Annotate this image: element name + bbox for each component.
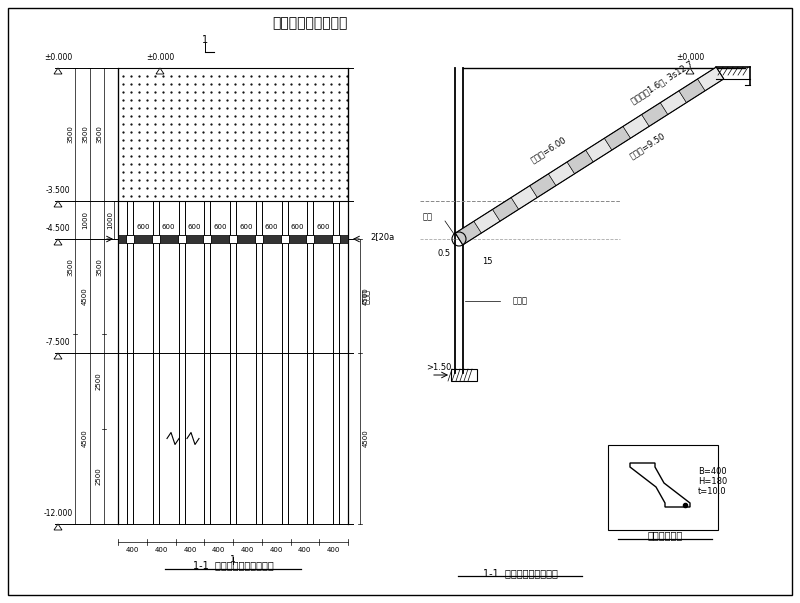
Text: 600: 600 [265,224,278,230]
Text: 3500: 3500 [82,125,88,144]
Text: 锤固段=9.50: 锤固段=9.50 [627,131,666,161]
Polygon shape [623,115,649,138]
Text: 钒板桩支护剪立面图: 钒板桩支护剪立面图 [272,16,348,30]
Bar [118,68,348,201]
Text: 400: 400 [212,547,226,553]
Text: 400: 400 [126,547,139,553]
Polygon shape [511,186,538,209]
Bar [178,235,186,243]
Text: 3500: 3500 [67,259,73,276]
Text: 4500: 4500 [82,429,88,447]
Polygon shape [586,138,612,162]
Text: 0.5: 0.5 [438,248,450,257]
Polygon shape [54,353,62,359]
Text: 600: 600 [188,224,201,230]
Polygon shape [530,174,556,197]
Polygon shape [567,150,594,174]
Bar [118,235,348,243]
Text: 3500: 3500 [67,125,73,144]
Polygon shape [493,198,518,221]
Polygon shape [54,524,62,530]
Bar [281,235,289,243]
Text: 1000: 1000 [82,211,88,229]
Text: -3.500: -3.500 [46,186,70,195]
Text: 4500: 4500 [363,429,369,447]
Text: 4500: 4500 [82,287,88,305]
Text: 腰梁: 腰梁 [423,212,433,221]
Text: 600: 600 [316,224,330,230]
Polygon shape [54,239,62,245]
Bar [608,445,718,530]
Bar [332,235,340,243]
Text: 钒板桩: 钒板桩 [362,288,370,303]
Polygon shape [679,79,705,103]
Text: 600: 600 [214,224,227,230]
Bar [203,235,211,243]
Text: 400: 400 [270,547,283,553]
Text: 1: 1 [202,35,208,45]
Text: 2500: 2500 [96,467,102,485]
Text: 1-1  支护结构纵向剪面图: 1-1 支护结构纵向剪面图 [482,568,558,578]
Text: 400: 400 [154,547,168,553]
Text: 钒板桩: 钒板桩 [513,297,527,306]
Text: 3500: 3500 [96,125,102,144]
Bar [229,235,237,243]
Text: -7.500: -7.500 [46,338,70,347]
Polygon shape [156,68,164,74]
Text: 400: 400 [241,547,254,553]
Text: 1: 1 [230,555,236,564]
Text: 3500: 3500 [96,259,102,276]
Text: ±0.000: ±0.000 [44,53,72,62]
Text: 自由段=6.00: 自由段=6.00 [529,134,568,164]
Bar [126,235,134,243]
Text: ±0.000: ±0.000 [676,53,704,62]
Polygon shape [698,67,724,91]
Text: 15: 15 [482,256,492,265]
Polygon shape [54,68,62,74]
Polygon shape [474,209,500,233]
Text: 2500: 2500 [96,373,102,390]
Polygon shape [642,103,668,127]
Text: 600: 600 [162,224,175,230]
Text: 锤条间距1.6米, 3s12.7: 锤条间距1.6米, 3s12.7 [630,59,694,106]
Bar [152,235,160,243]
Text: 钒板桩剪面图: 钒板桩剪面图 [647,530,682,540]
Polygon shape [686,68,694,74]
Bar [254,235,262,243]
Text: 400: 400 [327,547,340,553]
Text: B=400: B=400 [698,467,726,476]
Text: 2[20a: 2[20a [370,233,394,241]
Text: -4.500: -4.500 [46,224,70,233]
Text: ±0.000: ±0.000 [146,53,174,62]
Bar [306,235,314,243]
Polygon shape [455,221,482,245]
Bar [451,369,477,381]
Polygon shape [549,162,574,186]
Text: >1.50: >1.50 [426,364,452,373]
Polygon shape [54,201,62,207]
Text: 600: 600 [136,224,150,230]
Text: 4500: 4500 [363,287,369,305]
Text: H=180: H=180 [698,476,727,485]
Polygon shape [604,127,630,150]
Text: -12.000: -12.000 [43,509,73,518]
Text: 1-1  钒板桩支护结构立面图: 1-1 钒板桩支护结构立面图 [193,560,274,570]
Polygon shape [660,91,686,115]
Text: 400: 400 [183,547,197,553]
Text: t=10.0: t=10.0 [698,487,726,496]
Text: 400: 400 [298,547,311,553]
Text: 600: 600 [290,224,304,230]
Text: 600: 600 [239,224,253,230]
Text: 1000: 1000 [107,211,113,229]
